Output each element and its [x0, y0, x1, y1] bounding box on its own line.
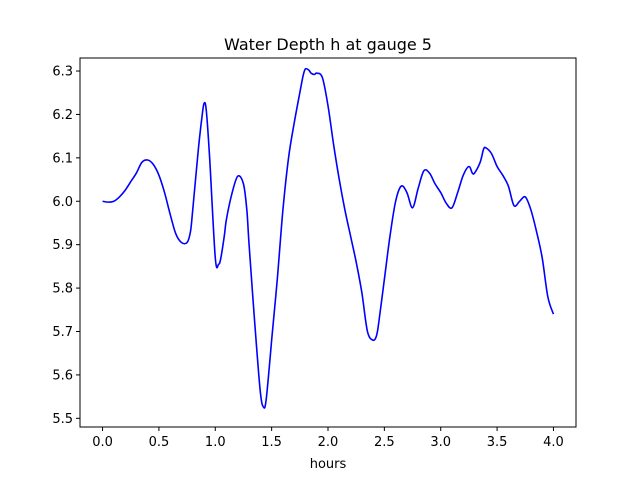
series-layer: [102, 67, 555, 409]
x-tick-label: 0.0: [92, 435, 113, 450]
y-tick-label: 5.6: [52, 368, 73, 383]
series-line: [102, 67, 555, 409]
x-tick-label: 4.0: [543, 435, 564, 450]
x-tick-label: 2.5: [374, 435, 395, 450]
y-tick-label: 6.1: [52, 151, 73, 166]
y-tick-label: 5.7: [52, 325, 73, 340]
x-tick-label: 1.5: [261, 435, 282, 450]
y-tick-label: 5.8: [52, 282, 73, 297]
y-tick-label: 5.5: [52, 412, 73, 427]
x-axis: 0.0 0.5 1.0 1.5 2.0 2.5 3.0 3.5 4.0: [92, 427, 564, 450]
y-tick-label: 6.3: [52, 65, 73, 80]
x-tick-label: 0.5: [149, 435, 170, 450]
x-tick-label: 1.0: [205, 435, 226, 450]
y-tick-label: 5.9: [52, 238, 73, 253]
y-tick-label: 6.2: [52, 108, 73, 123]
y-axis: 5.5 5.6 5.7 5.8 5.9 6.0 6.1 6.2 6.3: [52, 65, 80, 427]
y-tick-label: 6.0: [52, 195, 73, 210]
plot-area-frame: [79, 57, 577, 428]
chart-title: Water Depth h at gauge 5: [224, 35, 432, 54]
x-axis-label: hours: [310, 457, 347, 472]
x-tick-label: 2.0: [318, 435, 339, 450]
x-tick-label: 3.0: [430, 435, 451, 450]
x-tick-label: 3.5: [487, 435, 508, 450]
